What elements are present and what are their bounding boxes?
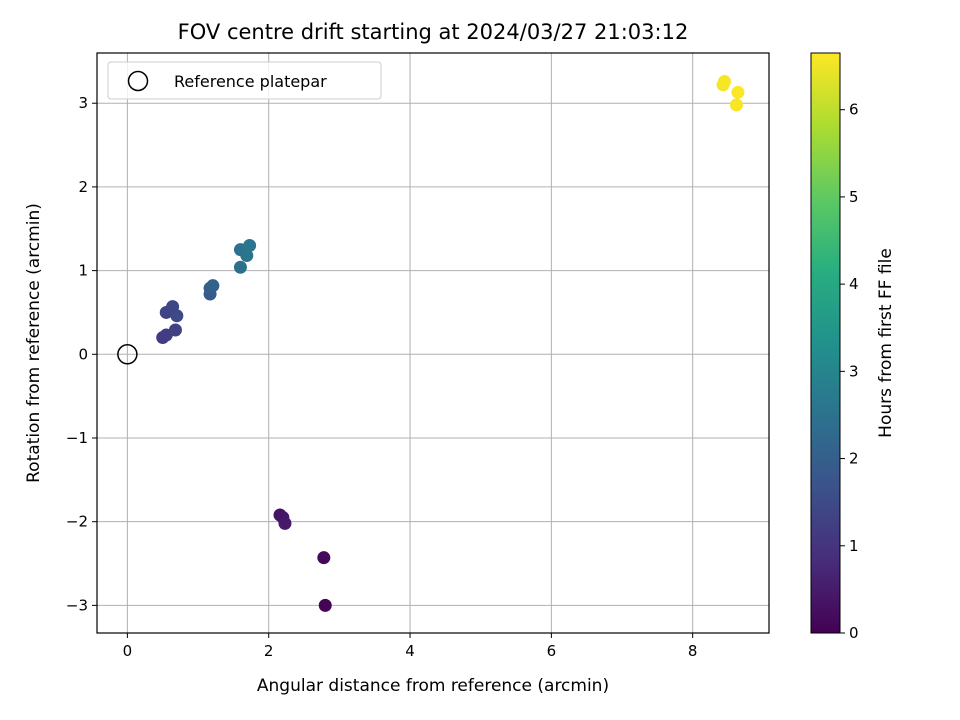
scatter-point	[168, 323, 182, 337]
reference-point-marker	[117, 344, 138, 365]
colorbar-tick-label: 6	[849, 101, 859, 119]
x-tick-label: 4	[405, 642, 415, 660]
colorbar	[810, 52, 841, 634]
scatter-point	[278, 516, 292, 530]
scatter-point	[731, 85, 745, 99]
y-axis-ticks: −3 −2 −1 0 1 2 3	[66, 94, 97, 614]
x-tick-label: 2	[264, 642, 274, 660]
legend: Reference platepar	[107, 61, 382, 100]
x-tick-label: 8	[688, 642, 698, 660]
colorbar-tick-label: 1	[849, 537, 859, 555]
colorbar-ticks: 0 1 2 3 4 5 6	[840, 101, 859, 642]
plot-frame	[96, 52, 770, 634]
data-points	[156, 74, 745, 612]
scatter-point	[317, 551, 331, 565]
x-axis-label: Angular distance from reference (arcmin)	[257, 676, 609, 696]
legend-entry-label: Reference platepar	[174, 72, 327, 91]
y-tick-label: −1	[66, 429, 88, 447]
colorbar-label: Hours from first FF file	[876, 248, 896, 438]
y-tick-label: −3	[66, 596, 88, 614]
y-tick-label: 0	[78, 345, 88, 363]
colorbar-tick-label: 4	[849, 275, 859, 293]
colorbar-tick-label: 5	[849, 188, 859, 206]
x-tick-label: 0	[123, 642, 133, 660]
scatter-point	[717, 74, 731, 88]
y-tick-label: −2	[66, 513, 88, 531]
colorbar-tick-label: 2	[849, 450, 859, 468]
x-axis-ticks: 0 2 4 6 8	[123, 633, 698, 660]
y-tick-label: 1	[78, 262, 88, 280]
legend-marker-icon	[127, 70, 149, 92]
scatter-point	[170, 309, 184, 323]
grid	[97, 53, 769, 633]
scatter-point	[243, 238, 257, 252]
legend-box	[107, 61, 382, 100]
scatter-point	[206, 279, 220, 293]
y-tick-label: 2	[78, 178, 88, 196]
colorbar-tick-label: 0	[849, 624, 859, 642]
scatter-point	[233, 260, 247, 274]
x-tick-label: 6	[547, 642, 557, 660]
y-axis-label: Rotation from reference (arcmin)	[24, 203, 44, 483]
colorbar-tick-label: 3	[849, 362, 859, 380]
scatter-point	[318, 598, 332, 612]
scatter-point	[729, 98, 743, 112]
scatter-point	[240, 249, 254, 263]
chart-title: FOV centre drift starting at 2024/03/27 …	[178, 20, 689, 44]
y-tick-label: 3	[78, 94, 88, 112]
